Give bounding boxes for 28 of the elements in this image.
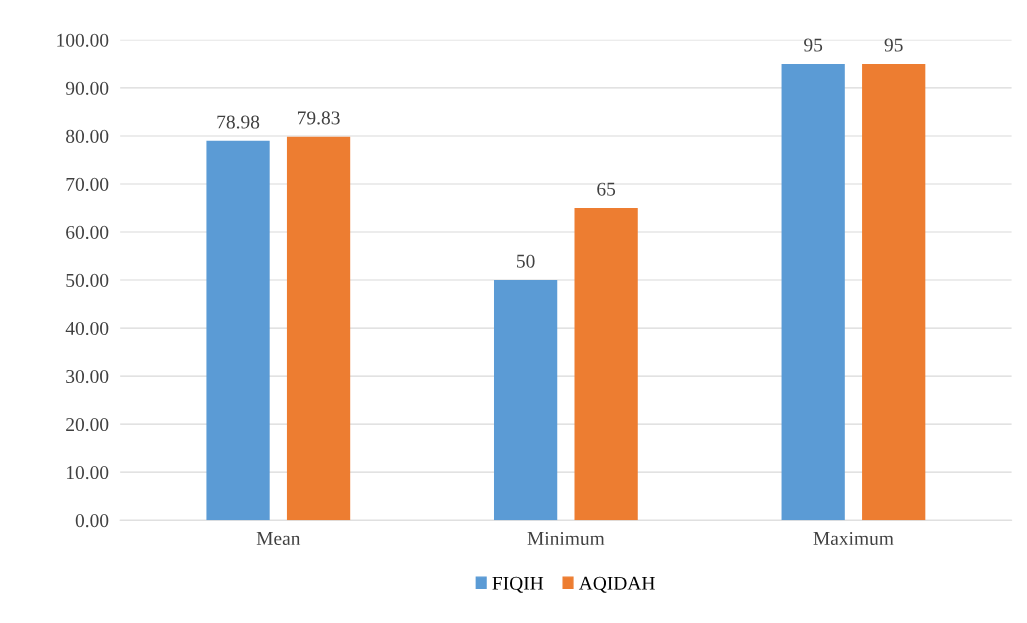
bar xyxy=(493,280,558,521)
y-tick-label: 40.00 xyxy=(65,321,109,336)
y-tick-label: 30.00 xyxy=(66,369,109,384)
data-label: 50 xyxy=(517,254,535,268)
data-label: 78.98 xyxy=(217,115,260,129)
bar xyxy=(781,63,845,521)
x-tick-label: Mean xyxy=(256,532,301,545)
y-tick-label: 10.00 xyxy=(67,465,109,480)
y-tick-label: 50.00 xyxy=(66,273,109,288)
bar xyxy=(574,207,638,521)
y-tick-label: 20.00 xyxy=(66,417,109,432)
x-tick-label: Maximum xyxy=(813,531,894,545)
bar xyxy=(286,136,351,521)
bar xyxy=(862,63,926,521)
y-tick-label: 60.00 xyxy=(66,225,109,240)
data-label: 79.83 xyxy=(297,111,340,125)
data-label: 65 xyxy=(597,182,616,196)
y-tick-label: 70.00 xyxy=(66,177,109,191)
data-label: 95 xyxy=(884,38,903,52)
y-tick-label: 90.00 xyxy=(65,81,109,95)
bar xyxy=(206,140,270,521)
y-tick-label: 80.00 xyxy=(66,129,109,143)
y-tick-label: 0.00 xyxy=(75,514,109,528)
x-tick-label: Minimum xyxy=(527,531,605,545)
legend-label: FIQIH xyxy=(492,576,544,593)
legend-label: AQIDAH xyxy=(578,576,655,593)
y-tick-label: 100.00 xyxy=(57,33,109,47)
data-label: 95 xyxy=(804,38,823,52)
